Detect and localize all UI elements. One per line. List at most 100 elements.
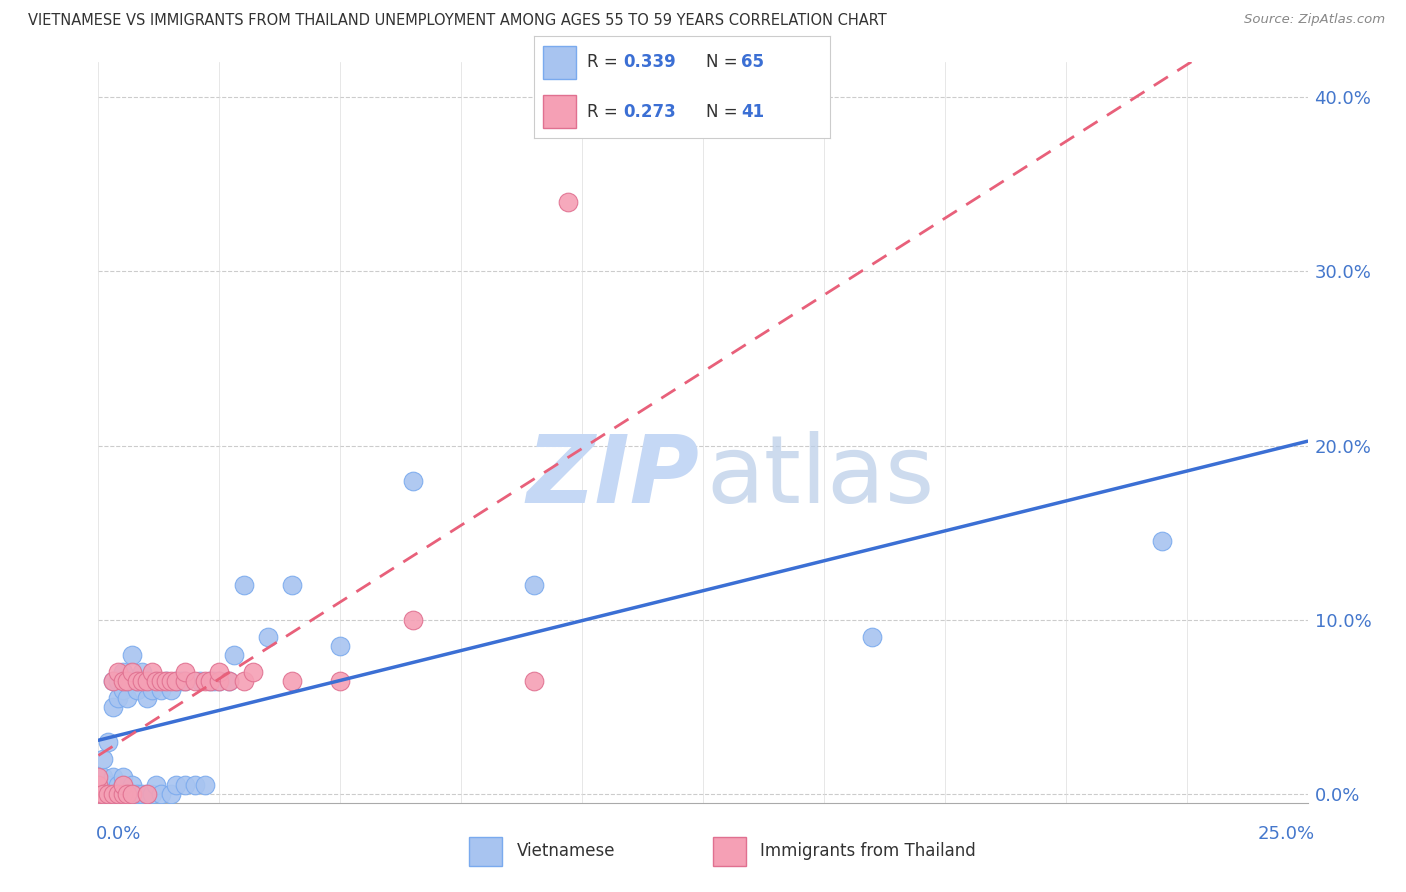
Point — [121, 787, 143, 801]
Text: N =: N = — [706, 103, 742, 120]
Point — [135, 673, 157, 688]
Point — [165, 673, 187, 688]
Point — [150, 682, 173, 697]
Point — [145, 673, 167, 688]
Text: Vietnamese: Vietnamese — [516, 842, 614, 861]
Text: R =: R = — [588, 103, 623, 120]
Point — [1152, 534, 1174, 549]
Point — [242, 665, 264, 680]
Point — [121, 648, 143, 662]
Point — [91, 787, 114, 801]
Text: ZIP: ZIP — [526, 431, 699, 523]
Point — [281, 578, 304, 592]
Point — [198, 673, 221, 688]
Point — [218, 673, 240, 688]
Point — [131, 673, 153, 688]
Point — [111, 787, 134, 801]
FancyBboxPatch shape — [543, 95, 575, 128]
Point — [97, 787, 120, 801]
Text: 25.0%: 25.0% — [1257, 825, 1315, 843]
Point — [107, 691, 129, 706]
Point — [402, 474, 425, 488]
Point — [97, 778, 120, 792]
Point — [117, 673, 139, 688]
Point — [160, 682, 183, 697]
Point — [141, 787, 163, 801]
Text: 0.339: 0.339 — [623, 54, 676, 71]
Point — [101, 787, 124, 801]
Point — [218, 673, 240, 688]
Text: 65: 65 — [741, 54, 763, 71]
Point — [165, 673, 187, 688]
Point — [281, 673, 304, 688]
Point — [174, 673, 197, 688]
Point — [155, 673, 177, 688]
Point — [111, 682, 134, 697]
Point — [127, 673, 149, 688]
Point — [101, 700, 124, 714]
Point — [208, 673, 231, 688]
Text: 0.0%: 0.0% — [96, 825, 141, 843]
Point — [111, 787, 134, 801]
Point — [107, 787, 129, 801]
Point — [174, 778, 197, 792]
Point — [860, 630, 883, 644]
FancyBboxPatch shape — [713, 837, 747, 866]
Point — [107, 665, 129, 680]
Point — [135, 691, 157, 706]
Point — [127, 682, 149, 697]
Point — [97, 787, 120, 801]
Point — [194, 673, 217, 688]
Point — [141, 682, 163, 697]
Point — [165, 778, 187, 792]
Point — [135, 787, 157, 801]
Point — [107, 673, 129, 688]
Point — [87, 770, 110, 784]
Point — [117, 787, 139, 801]
Point — [232, 578, 254, 592]
FancyBboxPatch shape — [468, 837, 502, 866]
Text: R =: R = — [588, 54, 623, 71]
Point — [97, 735, 120, 749]
Point — [127, 787, 149, 801]
Point — [87, 778, 110, 792]
Point — [121, 787, 143, 801]
Point — [111, 665, 134, 680]
Point — [169, 673, 191, 688]
Point — [155, 673, 177, 688]
Point — [160, 673, 183, 688]
Point — [87, 787, 110, 801]
Point — [87, 778, 110, 792]
Point — [208, 673, 231, 688]
Point — [117, 673, 139, 688]
Point — [145, 673, 167, 688]
Point — [107, 778, 129, 792]
Point — [198, 673, 221, 688]
Point — [232, 673, 254, 688]
Point — [121, 778, 143, 792]
Point — [101, 770, 124, 784]
Point — [111, 770, 134, 784]
Point — [184, 673, 207, 688]
Point — [111, 778, 134, 792]
Point — [91, 787, 114, 801]
Point — [141, 665, 163, 680]
Point — [150, 673, 173, 688]
Point — [150, 787, 173, 801]
Point — [91, 752, 114, 766]
Point — [121, 665, 143, 680]
Point — [160, 787, 183, 801]
Text: Source: ZipAtlas.com: Source: ZipAtlas.com — [1244, 13, 1385, 27]
Point — [135, 673, 157, 688]
Point — [91, 770, 114, 784]
Point — [127, 673, 149, 688]
Point — [107, 787, 129, 801]
Text: 0.273: 0.273 — [623, 103, 676, 120]
Point — [117, 787, 139, 801]
Point — [222, 648, 245, 662]
Point — [131, 787, 153, 801]
Point — [111, 673, 134, 688]
Point — [329, 673, 352, 688]
Point — [135, 787, 157, 801]
Point — [184, 778, 207, 792]
